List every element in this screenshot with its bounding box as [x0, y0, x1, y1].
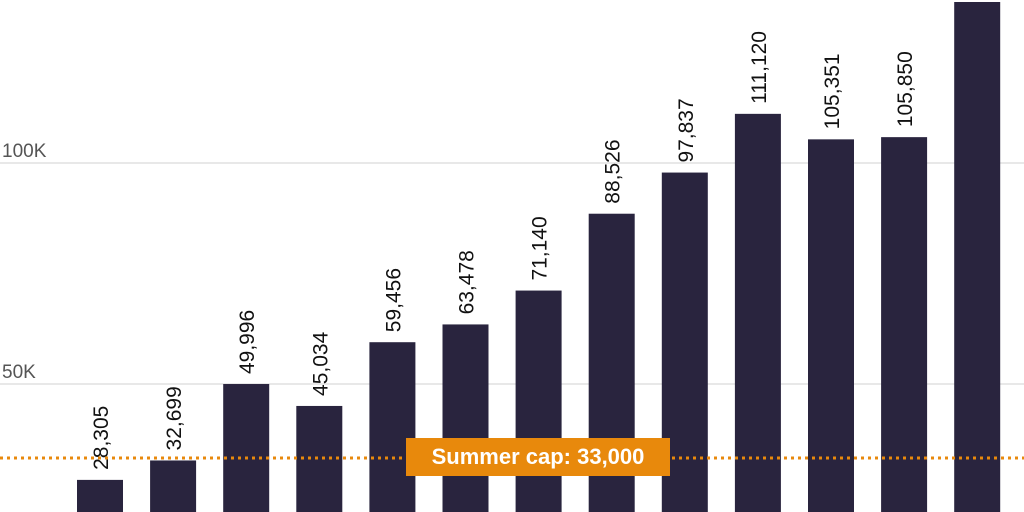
bar: [515, 290, 562, 512]
data-label: 97,837: [675, 98, 698, 162]
bar: [881, 137, 928, 512]
data-label: 49,996: [236, 310, 259, 374]
summer-cap-badge: [406, 438, 670, 476]
bar: [77, 479, 123, 512]
bar: [223, 384, 270, 512]
data-label: 32,699: [163, 386, 186, 450]
data-label: 45,034: [309, 331, 332, 396]
bar: [369, 342, 416, 512]
bar: [954, 2, 1001, 512]
data-label: 59,456: [382, 268, 405, 332]
data-label: 71,140: [529, 216, 552, 280]
reference-line-group: Summer cap: 33,000: [0, 438, 1024, 476]
gridlines: 50K 100K: [0, 141, 1024, 385]
data-label: 105,351: [821, 53, 844, 129]
bar: [150, 460, 197, 512]
data-labels: 28,305 32,699 49,996 45,034 59,456 63,478 71,1…: [90, 31, 917, 470]
y-tick-label: 50K: [2, 362, 36, 383]
data-label: 88,526: [602, 139, 625, 203]
data-label: 111,120: [748, 31, 771, 104]
bar: [442, 324, 489, 512]
summer-cap-label: Summer cap: 33,000: [432, 444, 645, 469]
data-label: 105,850: [894, 51, 917, 127]
y-tick-label: 100K: [2, 141, 47, 162]
bar: [808, 139, 854, 512]
data-label: 63,478: [456, 250, 479, 314]
bar: [734, 113, 781, 512]
data-label: 28,305: [90, 406, 113, 470]
